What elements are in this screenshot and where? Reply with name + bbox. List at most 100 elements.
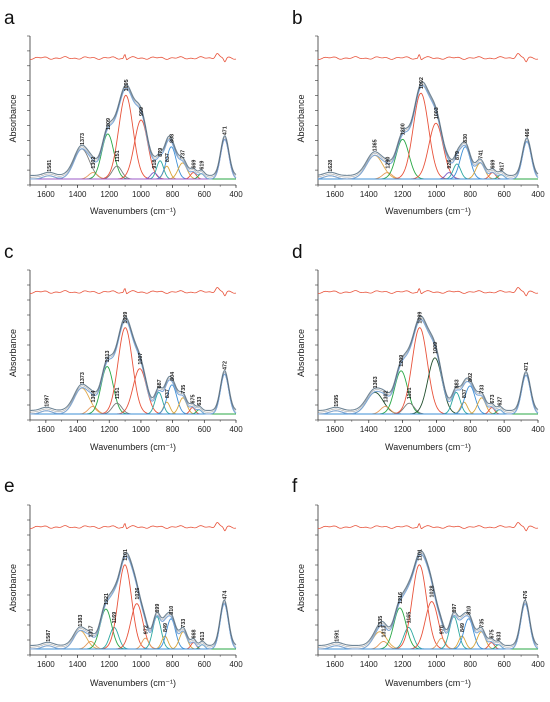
component-1335 xyxy=(318,631,538,650)
peak-label: 619 xyxy=(199,161,205,170)
peak-label: 970 xyxy=(440,625,446,634)
component-1099 xyxy=(318,327,538,415)
peak-label: 999 xyxy=(139,107,145,116)
x-tick-label: 1600 xyxy=(37,425,55,434)
peak-label: 1290 xyxy=(385,157,391,169)
panel-label: f xyxy=(292,476,298,497)
x-tick-label: 1200 xyxy=(394,660,412,669)
peak-label: 1313 xyxy=(381,625,387,637)
x-axis-label: Wavenumbers (cm⁻¹) xyxy=(385,442,471,452)
residual-curve xyxy=(317,53,539,63)
peak-label: 1151 xyxy=(115,150,121,162)
peak-label: 733 xyxy=(480,385,486,394)
peak-label: 675 xyxy=(489,630,495,639)
peak-label: 1221 xyxy=(104,593,110,605)
peak-label: 1595 xyxy=(334,395,340,407)
panel-label: a xyxy=(4,8,15,29)
component-1216 xyxy=(318,607,538,650)
peak-label: 735 xyxy=(479,619,485,628)
peak-label: 633 xyxy=(197,397,203,406)
fitted-envelope xyxy=(29,320,237,415)
x-axis-label: Wavenumbers (cm⁻¹) xyxy=(90,678,176,688)
x-tick-label: 1000 xyxy=(428,660,446,669)
component-1007 xyxy=(30,368,236,415)
peak-label: 810 xyxy=(467,606,473,615)
y-axis-label: Absorbance xyxy=(296,329,306,377)
x-tick-label: 800 xyxy=(166,190,180,199)
peak-label: 1165 xyxy=(407,612,413,624)
peak-label: 1363 xyxy=(373,376,379,388)
peak-label: 1009 xyxy=(433,342,439,354)
peak-label: 883 xyxy=(454,379,460,388)
component-810 xyxy=(318,618,538,650)
component-970 xyxy=(318,637,538,650)
peak-label: 675 xyxy=(190,395,196,404)
residual-curve xyxy=(29,53,237,63)
x-tick-label: 600 xyxy=(198,660,212,669)
x-tick-label: 1200 xyxy=(100,425,118,434)
peak-label: 879 xyxy=(158,148,164,157)
peak-label: 466 xyxy=(525,128,531,137)
component-883 xyxy=(318,391,538,415)
peak-label: 1101 xyxy=(123,549,129,561)
peak-label: 1317 xyxy=(89,625,95,637)
peak-label: 849 xyxy=(460,623,466,632)
peak-label: 472 xyxy=(223,361,229,370)
x-tick-label: 800 xyxy=(464,190,478,199)
x-tick-label: 1000 xyxy=(132,425,150,434)
peak-label: 830 xyxy=(463,134,469,143)
panel-c: c 1600 1400 1200 1000 800 600 400 Wavenumbers (c… xyxy=(4,242,243,452)
measured-spectrum xyxy=(29,84,237,177)
x-tick-label: 800 xyxy=(464,660,478,669)
peak-label: 804 xyxy=(170,372,176,381)
fitted-envelope xyxy=(317,553,539,650)
component-1161 xyxy=(318,402,538,415)
residual-curve xyxy=(317,287,539,297)
peak-label: 1200 xyxy=(401,123,407,135)
residual-curve xyxy=(317,522,539,532)
peak-label: 1628 xyxy=(328,160,334,172)
peak-label: 735 xyxy=(181,385,187,394)
x-tick-label: 1000 xyxy=(132,190,150,199)
y-axis-label: Absorbance xyxy=(8,329,18,377)
x-tick-label: 1000 xyxy=(428,190,446,199)
peak-label: 1302 xyxy=(91,157,97,169)
measured-spectrum xyxy=(317,81,539,176)
peak-label: 1383 xyxy=(78,615,84,627)
component-472 xyxy=(30,373,237,415)
x-tick-label: 1400 xyxy=(69,190,87,199)
sum-line xyxy=(29,318,237,413)
sum-line xyxy=(317,83,539,178)
panel-a: a 1600 1400 1200 1000 800 600 400 Wavenumbers (c… xyxy=(4,8,243,216)
peak-label: 1591 xyxy=(334,630,340,642)
y-axis-label: Absorbance xyxy=(296,564,306,612)
component-1363 xyxy=(318,391,538,415)
residual-curve xyxy=(29,287,237,297)
x-tick-label: 400 xyxy=(531,660,545,669)
x-tick-label: 800 xyxy=(166,425,180,434)
y-axis-label: Absorbance xyxy=(8,564,18,612)
peak-label: 1302 xyxy=(383,390,389,402)
peak-label: 918 xyxy=(152,160,158,169)
peak-label: 1587 xyxy=(46,630,52,642)
peak-label: 1099 xyxy=(123,312,129,324)
panel-label: d xyxy=(292,242,303,263)
x-tick-label: 600 xyxy=(198,190,212,199)
sum-line xyxy=(29,554,237,648)
component-1213 xyxy=(30,366,236,415)
peak-label: 1373 xyxy=(80,133,86,145)
peak-label: 474 xyxy=(222,591,228,600)
peak-label: 926 xyxy=(447,160,453,169)
measured-spectrum xyxy=(29,552,237,647)
panel-d: d 1600 1400 1200 1000 800 600 400 Wavenumbers (c… xyxy=(292,242,545,452)
fitted-envelope xyxy=(317,319,539,415)
x-tick-label: 1400 xyxy=(360,660,378,669)
peak-label: 613 xyxy=(200,632,206,641)
panel-label: e xyxy=(4,476,15,497)
x-tick-label: 600 xyxy=(497,190,511,199)
peak-label: 1095 xyxy=(124,79,130,91)
peak-label: 627 xyxy=(498,397,504,406)
peak-label: 737 xyxy=(181,150,187,159)
x-tick-label: 1600 xyxy=(37,660,55,669)
x-tick-label: 1400 xyxy=(69,425,87,434)
